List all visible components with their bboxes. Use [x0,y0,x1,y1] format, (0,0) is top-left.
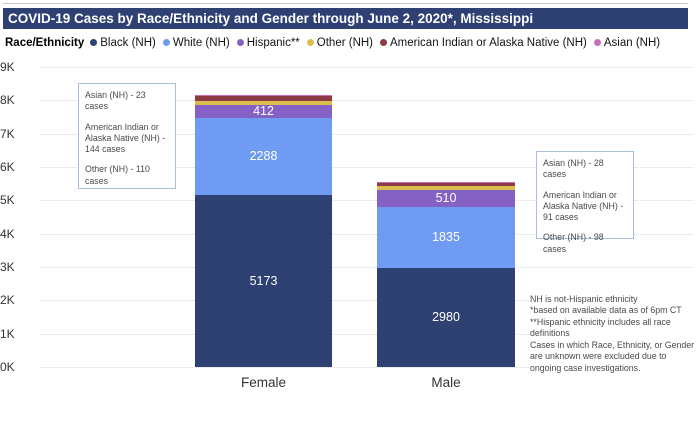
chart-title-bar: COVID-19 Cases by Race/Ethnicity and Gen… [3,8,688,29]
gridline-4K [40,233,693,235]
y-axis-tick-7K: 7K [0,126,15,141]
plot-area: 0K 1K 2K 3K 4K 5K 6K 7K 8K 9K 5173 2288 412 Female 298… [0,56,700,401]
footnote-line-1: NH is not-Hispanic ethnicity [530,294,638,304]
gridline-3K [40,267,693,268]
bar-segment-male-black-nh[interactable]: 2980 [377,267,515,367]
male-note-line-3: Other (NH) - 98 cases [543,232,604,254]
y-axis-tick-2K: 2K [0,293,15,308]
gridline-7K [40,133,693,135]
bar-segment-female-other-nh[interactable] [195,100,332,105]
bar-segment-male-hispanic[interactable]: 510 [377,189,515,207]
legend-swatch-icon [380,39,388,46]
bar-segment-female-american-indian-or-alaska-native-nh[interactable] [195,96,332,101]
legend-swatch-icon [306,39,314,46]
gridline-6K [40,167,693,168]
bar-segment-female-black-nh[interactable]: 5173 [195,194,332,367]
y-axis-tick-1K: 1K [0,326,15,341]
footnote-line-4: Cases in which Race, Ethnicity, or Gende… [530,339,695,373]
bar-segment-female-white-nh[interactable]: 2288 [195,118,332,195]
footnote-line-2: *based on available data as of 6pm CT [530,305,682,316]
legend-item-other-nh[interactable]: Other (NH) [306,36,374,49]
male-note-line-1: Asian (NH) - 28 cases [543,158,604,180]
legend-item-hispanic[interactable]: Hispanic** [236,36,300,49]
legend-swatch-icon [90,39,98,46]
legend-item-american-indian-or-alaska-native-nh[interactable]: American Indian or Alaska Native (NH) [380,37,587,49]
female-note-line-3: Other (NH) - 110 cases [85,164,150,186]
x-axis-label-male: Male [431,375,461,390]
legend: Race/Ethnicity Black (NH) White (NH) Hispa… [5,35,697,50]
footnote-line-3: **Hispanic ethnicity includes all race d… [530,316,671,339]
legend-item-label: Black (NH) [100,36,156,49]
annotation-box-male: Asian (NH) - 28 cases American Indian or … [536,151,634,254]
data-label-female: 2288 [249,149,278,164]
legend-item-label: Hispanic** [246,36,300,49]
data-label-male: 510 [435,190,457,205]
bar-female[interactable]: 5173 2288 412 [195,95,332,367]
legend-title: Race/Ethnicity [5,36,85,49]
top-divider [3,3,688,4]
legend-swatch-icon [162,39,170,46]
footnote: NH is not-Hispanic ethnicity *based on av… [530,294,698,374]
legend-item-label: Asian (NH) [603,36,661,49]
legend-item-black-nh[interactable]: Black (NH) [90,37,156,49]
bar-segment-male-white-nh[interactable]: 1835 [377,206,515,268]
y-axis-tick-3K: 3K [0,260,15,274]
female-note-line-1: Asian (NH) - 23 cases [85,90,146,112]
y-axis-tick-8K: 8K [0,93,15,108]
data-label-male: 1835 [432,229,460,244]
legend-swatch-icon [236,39,244,46]
data-label-female: 5173 [249,273,278,288]
chart-title: COVID-19 Cases by Race/Ethnicity and Gen… [8,11,534,26]
bar-segment-female-asian-nh[interactable] [195,95,332,97]
bar-segment-male-asian-nh[interactable] [377,182,515,184]
bar-segment-female-hispanic[interactable]: 412 [195,104,332,119]
y-axis-tick-6K: 6K [0,160,15,174]
legend-swatch-icon [593,39,601,46]
female-note-line-2: American Indian or Alaska Native (NH) - … [85,121,166,155]
x-axis-label-female: Female [240,375,286,390]
legend-item-asian-nh[interactable]: Asian (NH) [593,36,661,49]
gridline-0K [40,367,693,368]
bar-male[interactable]: 2980 1835 510 [377,182,515,367]
legend-item-label: Other (NH) [316,36,374,49]
gridline-5K [40,200,693,202]
bar-segment-male-american-indian-or-alaska-native-nh[interactable] [377,183,515,187]
gridline-9K [40,67,693,68]
male-note-line-2: American Indian or Alaska Native (NH) - … [543,189,624,223]
y-axis-tick-4K: 4K [0,226,15,241]
gridline-2K [40,300,693,302]
legend-item-label: American Indian or Alaska Native (NH) [390,36,587,49]
legend-item-white-nh[interactable]: White (NH) [162,36,230,49]
y-axis-tick-5K: 5K [0,193,15,208]
legend-item-label: White (NH) [172,36,230,49]
legend-items: Black (NH) White (NH) Hispanic** Other (NH)… [90,37,667,49]
gridline-8K [40,100,693,102]
y-axis-tick-9K: 9K [0,60,15,74]
bar-segment-male-other-nh[interactable] [377,186,515,190]
annotation-box-female: Asian (NH) - 23 cases American Indian or … [78,83,176,189]
y-axis-tick-0K: 0K [0,360,15,374]
gridline-1K [40,333,693,335]
data-label-female: 412 [253,104,274,119]
data-label-male: 2980 [432,310,460,325]
